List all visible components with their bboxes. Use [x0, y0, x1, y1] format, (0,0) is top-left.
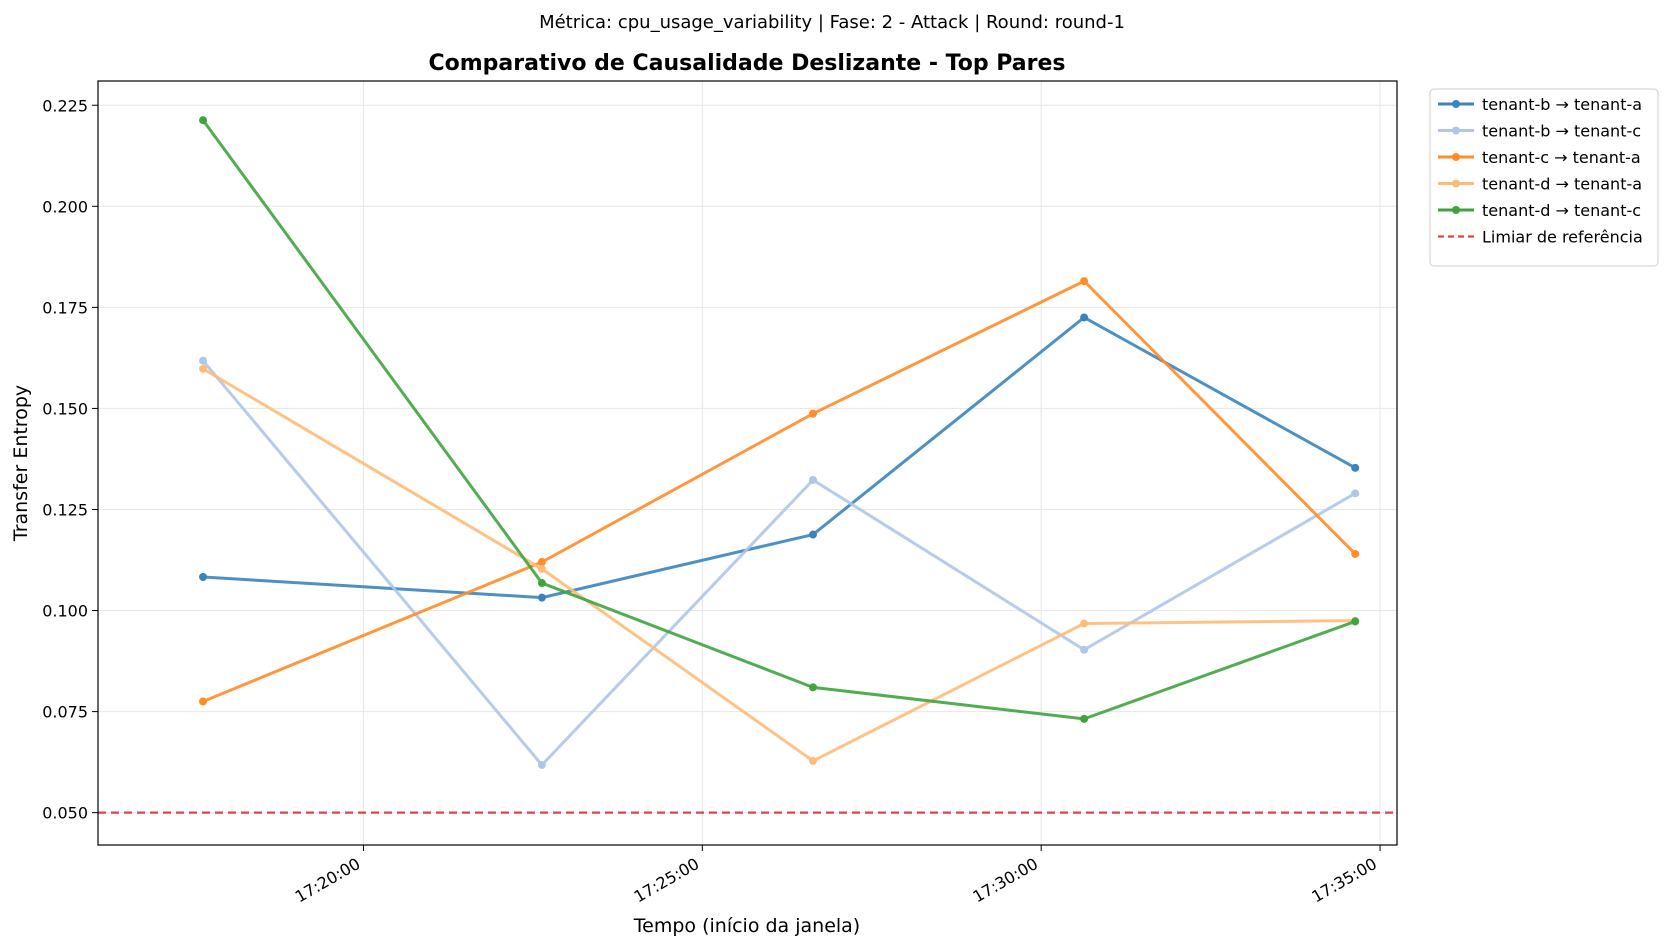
data-point — [199, 364, 208, 373]
series-0 — [199, 313, 1360, 602]
y-tick-label: 0.200 — [42, 197, 88, 216]
legend-item: tenant-b → tenant-a — [1438, 95, 1642, 114]
x-tick-label: 17:25:00 — [631, 854, 703, 906]
y-tick-label: 0.175 — [42, 298, 88, 317]
legend-label: tenant-b → tenant-a — [1482, 95, 1642, 114]
x-tick-label: 17:20:00 — [292, 854, 364, 906]
y-axis-label: Transfer Entropy — [10, 385, 32, 542]
data-point — [537, 579, 546, 588]
legend-label: tenant-d → tenant-c — [1482, 201, 1641, 220]
data-point — [1351, 489, 1360, 498]
data-point — [537, 760, 546, 769]
legend-label: tenant-b → tenant-c — [1482, 122, 1641, 141]
legend-marker — [1452, 179, 1460, 188]
y-tick-label: 0.125 — [42, 500, 88, 519]
legend-item-reference: Limiar de referência — [1438, 228, 1643, 247]
legend-marker — [1452, 153, 1460, 161]
plot-frame — [97, 80, 1398, 846]
y-tick-label: 0.075 — [42, 703, 88, 722]
series-4 — [199, 116, 1360, 723]
legend-item: tenant-d → tenant-a — [1438, 175, 1642, 194]
data-point — [809, 756, 818, 765]
data-point — [809, 683, 818, 692]
data-point — [1080, 645, 1089, 654]
y-tick-label: 0.100 — [42, 602, 88, 621]
data-point — [199, 697, 208, 706]
series-2 — [199, 277, 1360, 706]
legend-item: tenant-b → tenant-c — [1438, 122, 1641, 141]
data-point — [1080, 619, 1089, 628]
figure-suptitle: Métrica: cpu_usage_variability | Fase: 2… — [539, 12, 1125, 33]
series-line — [201, 359, 1356, 767]
x-axis: 17:20:00 17:25:00 17:30:00 17:35:00 — [292, 845, 1381, 906]
y-axis: 0.050 0.075 0.100 0.125 0.150 0.175 0.200 0.225 — [42, 96, 98, 823]
data-point — [1351, 463, 1360, 472]
legend-marker — [1452, 206, 1460, 214]
data-point — [537, 558, 546, 567]
series-line — [202, 279, 1357, 703]
data-point — [809, 409, 818, 418]
data-point — [537, 593, 546, 602]
legend-box — [1429, 88, 1659, 267]
data-point — [809, 530, 818, 539]
data-point — [1351, 617, 1360, 626]
grid-lines — [98, 81, 1397, 845]
y-tick-label: 0.050 — [42, 804, 88, 823]
data-point — [199, 356, 208, 365]
x-axis-label: Tempo (início da janela) — [633, 915, 860, 937]
data-point — [199, 572, 208, 581]
y-tick-label: 0.225 — [42, 96, 88, 115]
data-point — [1080, 714, 1089, 723]
legend-marker — [1452, 126, 1460, 135]
data-point — [1080, 313, 1089, 322]
data-point — [199, 116, 208, 125]
x-tick-label: 17:30:00 — [969, 854, 1041, 906]
data-point — [809, 475, 818, 484]
legend-item: tenant-d → tenant-c — [1438, 201, 1641, 220]
legend-label: tenant-d → tenant-a — [1482, 175, 1642, 194]
data-point — [1080, 277, 1089, 286]
legend-label: Limiar de referência — [1482, 228, 1643, 247]
legend-label: tenant-c → tenant-a — [1482, 148, 1641, 167]
chart-title: Comparativo de Causalidade Deslizante - … — [429, 51, 1066, 76]
legend: tenant-b → tenant-a tenant-b → tenant-c te… — [1429, 88, 1659, 267]
data-point — [1351, 549, 1360, 558]
series-layer — [199, 116, 1360, 769]
series-line — [202, 315, 1356, 600]
legend-item: tenant-c → tenant-a — [1438, 148, 1641, 167]
legend-marker — [1452, 100, 1460, 108]
y-tick-label: 0.150 — [42, 399, 88, 418]
x-tick-label: 17:35:00 — [1308, 854, 1380, 906]
data-point — [537, 564, 546, 573]
series-1 — [199, 356, 1360, 769]
